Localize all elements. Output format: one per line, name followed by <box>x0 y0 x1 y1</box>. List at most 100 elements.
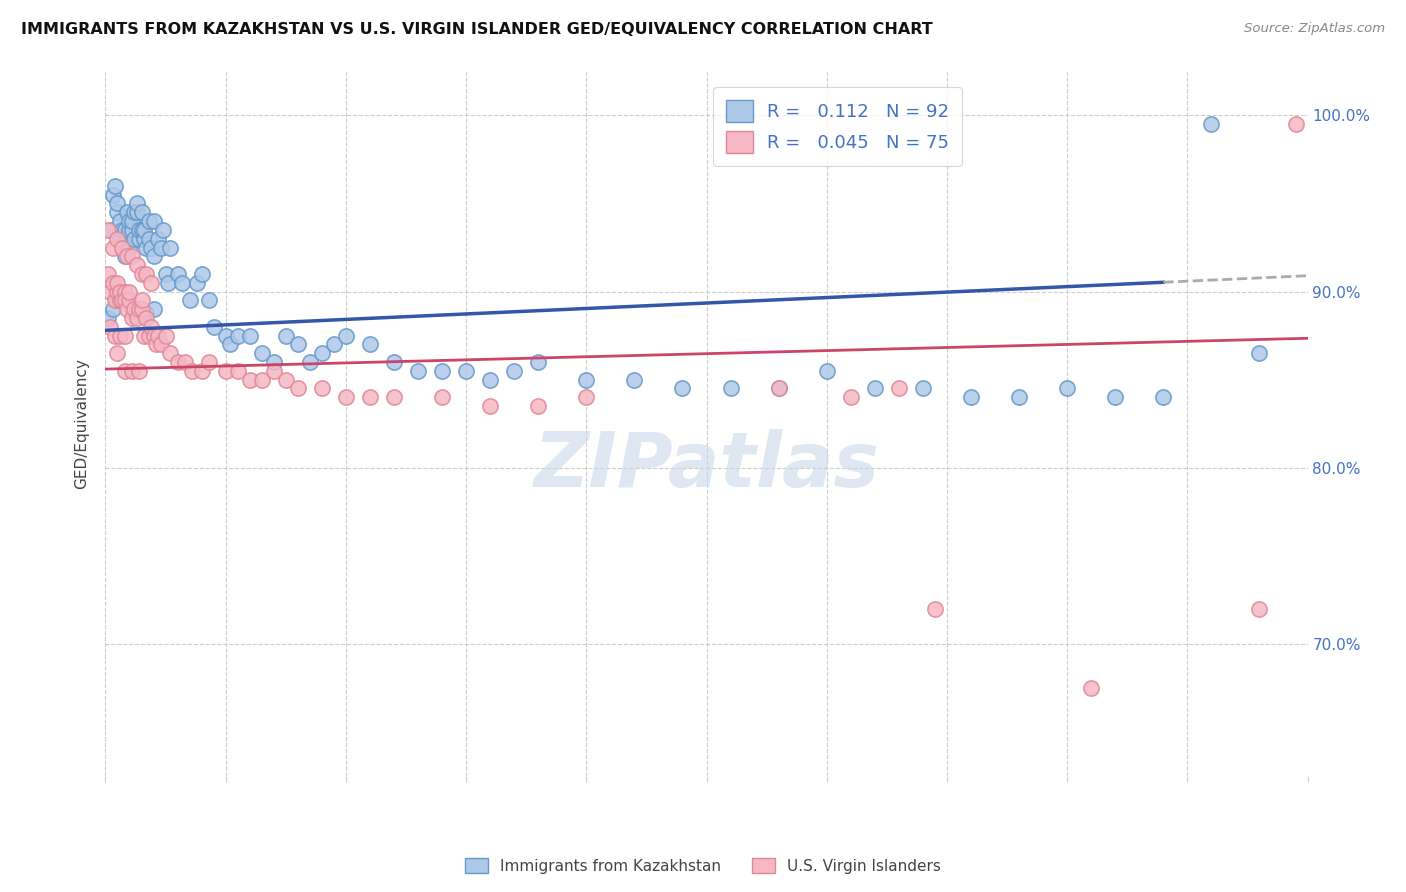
Point <box>527 399 550 413</box>
Point <box>131 306 153 320</box>
Point <box>132 232 155 246</box>
Point <box>108 232 131 246</box>
Point <box>131 267 153 281</box>
Point <box>287 381 309 395</box>
Point <box>111 223 134 237</box>
Point <box>135 240 157 254</box>
Point <box>138 328 160 343</box>
Point <box>863 381 886 395</box>
Point <box>226 328 249 343</box>
Point <box>190 267 212 281</box>
Point <box>479 373 502 387</box>
Point <box>139 240 162 254</box>
Point <box>128 302 150 317</box>
Point <box>121 310 143 325</box>
Point <box>226 364 249 378</box>
Point <box>114 328 136 343</box>
Point <box>671 381 693 395</box>
Point <box>503 364 526 378</box>
Point <box>104 178 127 193</box>
Point <box>132 328 155 343</box>
Point <box>124 205 146 219</box>
Point <box>101 240 124 254</box>
Point <box>142 328 165 343</box>
Point <box>960 390 983 404</box>
Point <box>623 373 645 387</box>
Point <box>124 302 146 317</box>
Text: IMMIGRANTS FROM KAZAKHSTAN VS U.S. VIRGIN ISLANDER GED/EQUIVALENCY CORRELATION C: IMMIGRANTS FROM KAZAKHSTAN VS U.S. VIRGI… <box>21 22 932 37</box>
Point <box>159 346 181 360</box>
Point <box>768 381 790 395</box>
Point <box>139 319 162 334</box>
Point <box>121 302 143 317</box>
Point <box>107 285 129 299</box>
Point <box>263 355 285 369</box>
Point <box>430 390 453 404</box>
Point <box>250 373 273 387</box>
Point <box>132 223 155 237</box>
Point <box>108 285 131 299</box>
Point <box>214 328 236 343</box>
Point <box>135 267 157 281</box>
Point <box>97 310 120 325</box>
Point <box>406 364 429 378</box>
Point <box>311 346 333 360</box>
Point <box>108 214 131 228</box>
Point <box>101 302 124 317</box>
Point <box>115 302 138 317</box>
Point <box>138 214 160 228</box>
Point <box>135 310 157 325</box>
Point <box>97 223 120 237</box>
Point <box>149 337 172 351</box>
Point <box>1056 381 1078 395</box>
Point <box>198 355 221 369</box>
Point <box>101 276 124 290</box>
Point <box>98 319 121 334</box>
Point <box>575 373 598 387</box>
Point <box>1249 601 1271 615</box>
Point <box>148 328 170 343</box>
Point <box>111 293 134 308</box>
Point <box>115 232 138 246</box>
Point <box>125 258 148 272</box>
Point <box>335 390 357 404</box>
Text: ZIPatlas: ZIPatlas <box>533 429 880 503</box>
Point <box>107 232 129 246</box>
Point <box>274 373 297 387</box>
Point <box>575 390 598 404</box>
Point <box>181 364 204 378</box>
Point <box>359 337 381 351</box>
Point <box>128 232 150 246</box>
Point <box>768 381 790 395</box>
Point <box>142 214 165 228</box>
Point <box>190 364 212 378</box>
Point <box>114 249 136 263</box>
Point <box>125 196 148 211</box>
Point <box>125 205 148 219</box>
Point <box>115 205 138 219</box>
Point <box>1284 117 1306 131</box>
Point <box>131 205 153 219</box>
Point <box>114 223 136 237</box>
Point <box>322 337 344 351</box>
Point <box>156 276 179 290</box>
Point <box>335 328 357 343</box>
Point <box>124 232 146 246</box>
Point <box>139 276 162 290</box>
Point <box>382 390 405 404</box>
Point <box>720 381 742 395</box>
Point <box>172 276 194 290</box>
Point <box>142 249 165 263</box>
Point <box>125 302 148 317</box>
Point <box>274 328 297 343</box>
Point <box>131 223 153 237</box>
Point <box>263 364 285 378</box>
Point <box>128 223 150 237</box>
Point <box>166 355 188 369</box>
Point <box>239 328 262 343</box>
Point <box>198 293 221 308</box>
Point <box>839 390 862 404</box>
Point <box>148 232 170 246</box>
Point <box>101 187 124 202</box>
Point <box>287 337 309 351</box>
